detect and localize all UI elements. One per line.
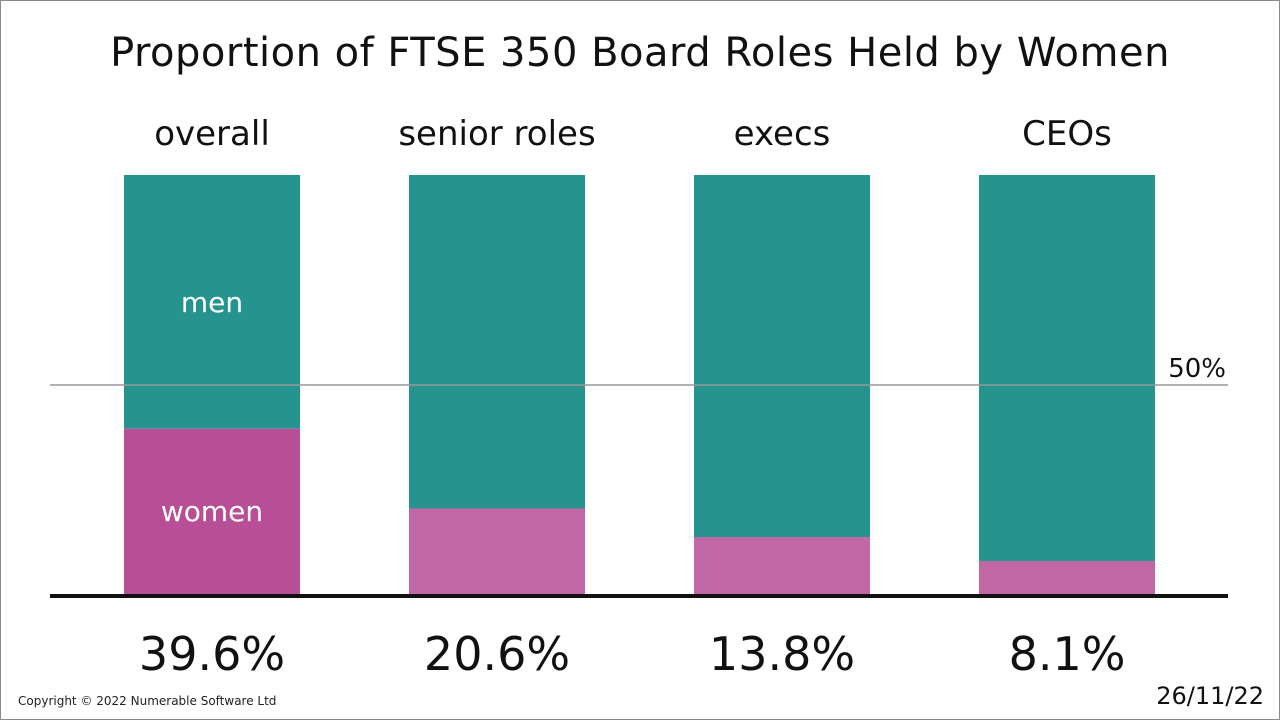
bar-women-segment bbox=[124, 428, 300, 595]
value-label: 20.6% bbox=[424, 627, 570, 681]
category-label: CEOs bbox=[1022, 114, 1112, 154]
men-segment-label: men bbox=[181, 286, 243, 319]
date-text: 26/11/22 bbox=[1156, 682, 1264, 710]
value-label: 8.1% bbox=[1009, 627, 1126, 681]
chart-title: Proportion of FTSE 350 Board Roles Held … bbox=[110, 30, 1170, 76]
category-label: senior roles bbox=[398, 114, 595, 154]
reference-line-label: 50% bbox=[1168, 354, 1226, 384]
bar-women-segment bbox=[979, 560, 1155, 595]
value-label: 39.6% bbox=[139, 627, 285, 681]
bar-men-segment bbox=[124, 175, 300, 429]
value-label: 13.8% bbox=[709, 627, 855, 681]
bar-men-segment bbox=[409, 175, 585, 509]
category-label: execs bbox=[734, 114, 831, 154]
category-label: overall bbox=[154, 114, 270, 154]
bar-men-segment bbox=[694, 175, 870, 538]
bar-men-segment bbox=[979, 175, 1155, 561]
bar-women-segment bbox=[409, 508, 585, 595]
bar-women-segment bbox=[694, 537, 870, 595]
copyright-text: Copyright © 2022 Numerable Software Ltd bbox=[18, 694, 277, 708]
women-segment-label: women bbox=[161, 495, 263, 528]
